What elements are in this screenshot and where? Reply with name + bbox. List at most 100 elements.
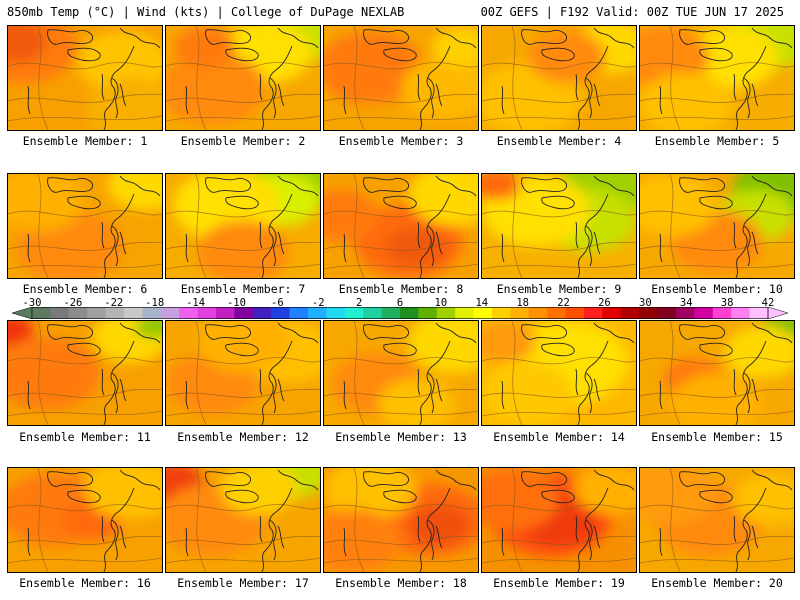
- temperature-contour: [166, 210, 320, 218]
- coastline: [435, 27, 477, 49]
- colorbar-swatch: [712, 307, 732, 319]
- ensemble-member-map: [481, 25, 637, 131]
- temperature-contour: [482, 115, 636, 122]
- temperature-contour: [8, 62, 162, 70]
- coastline: [67, 342, 101, 357]
- model-run-title: 00Z GEFS | F192 Valid: 00Z TUE JUN 17 20…: [480, 5, 784, 19]
- colorbar-swatch: [363, 307, 382, 319]
- coastline: [541, 195, 575, 210]
- temperature-contour: [166, 557, 320, 564]
- colorbar-swatch: [455, 307, 474, 319]
- ensemble-member-label: Ensemble Member: 9: [496, 282, 622, 296]
- temperature-region: [408, 321, 478, 373]
- coastline: [103, 45, 135, 130]
- coastline: [119, 378, 127, 402]
- coastline: [383, 195, 417, 210]
- temperature-contour: [8, 410, 162, 417]
- temperature-contour: [511, 468, 523, 572]
- coastline: [119, 27, 161, 49]
- colorbar-swatch: [657, 307, 677, 319]
- colorbar-swatch: [676, 307, 695, 319]
- coastline: [343, 527, 347, 557]
- temperature-contour: [640, 410, 794, 417]
- coastline: [735, 45, 767, 130]
- ensemble-member-map: [323, 173, 479, 279]
- temperature-region: [324, 468, 417, 520]
- colorbar-swatch: [620, 307, 640, 319]
- colorbar-swatch: [492, 307, 511, 319]
- temperature-region: [724, 326, 794, 379]
- temperature-region: [640, 26, 710, 89]
- coastline: [259, 73, 263, 101]
- coastline: [343, 380, 347, 410]
- temperature-region: [640, 174, 717, 237]
- coastline: [427, 225, 435, 267]
- temperature-region: [108, 174, 162, 211]
- coastline: [427, 519, 435, 561]
- colorbar-tick-label: -18: [145, 297, 165, 309]
- ensemble-member-label: Ensemble Member: 5: [654, 134, 780, 148]
- coastline: [427, 77, 435, 119]
- ensemble-member-label: Ensemble Member: 7: [180, 282, 306, 296]
- coastline: [67, 195, 101, 210]
- ensemble-member-map: [323, 467, 479, 573]
- coastline: [225, 489, 259, 504]
- coastline: [269, 225, 277, 267]
- colorbar-tick-label: 26: [598, 297, 611, 309]
- coastline: [575, 73, 579, 101]
- coastline: [119, 231, 127, 255]
- temperature-contour: [324, 410, 478, 417]
- coastline: [743, 372, 751, 414]
- map-title: 850mb Temp (°C) | Wind (kts) | College o…: [7, 5, 405, 19]
- temperature-contour: [8, 535, 162, 545]
- coastline: [575, 221, 579, 249]
- temperature-region: [219, 468, 297, 515]
- temperature-contour: [511, 174, 523, 278]
- coastline: [261, 45, 293, 130]
- coastline: [593, 378, 601, 402]
- coastline: [27, 233, 31, 263]
- colorbar-swatch: [602, 307, 622, 319]
- temperature-contour: [8, 115, 162, 122]
- temperature-contour: [669, 468, 681, 572]
- colorbar-swatch: [179, 307, 198, 319]
- ensemble-member-map: [481, 173, 637, 279]
- temperature-contour: [324, 263, 478, 270]
- temperature-contour: [353, 321, 365, 425]
- coastline: [593, 231, 601, 255]
- temperature-contour: [640, 263, 794, 270]
- coastline: [417, 368, 421, 396]
- coastline: [743, 225, 751, 267]
- coastline: [585, 77, 593, 119]
- temperature-contour: [8, 93, 162, 103]
- temperature-region: [574, 468, 636, 515]
- temperature-contour: [640, 93, 794, 103]
- coastline: [419, 340, 451, 425]
- coastline: [277, 83, 285, 107]
- ensemble-member-label: Ensemble Member: 6: [22, 282, 148, 296]
- colorbar-tick-label: -6: [271, 297, 284, 309]
- temperature-contour: [8, 504, 162, 512]
- coastline: [205, 471, 252, 487]
- ensemble-member-label: Ensemble Member: 12: [177, 430, 309, 444]
- coastline: [119, 175, 161, 197]
- temperature-contour: [166, 62, 320, 70]
- coastline: [47, 471, 94, 487]
- map-header: 850mb Temp (°C) | Wind (kts) | College o…: [0, 0, 800, 22]
- colorbar-tick-label: -2: [311, 297, 325, 309]
- temperature-contour: [669, 26, 681, 130]
- coastline: [577, 193, 609, 278]
- coastline: [699, 47, 733, 62]
- colorbar-swatch: [547, 307, 566, 319]
- temperature-contour: [353, 26, 365, 130]
- temperature-contour: [640, 115, 794, 122]
- temperature-contour: [195, 26, 207, 130]
- colorbar-tick-label: -30: [22, 297, 42, 309]
- temperature-region: [640, 468, 717, 526]
- coastline: [699, 342, 733, 357]
- temperature-contour: [511, 321, 523, 425]
- temperature-region: [482, 174, 521, 200]
- coastline: [593, 469, 635, 491]
- coastline: [363, 29, 410, 45]
- temperature-contour: [324, 241, 478, 251]
